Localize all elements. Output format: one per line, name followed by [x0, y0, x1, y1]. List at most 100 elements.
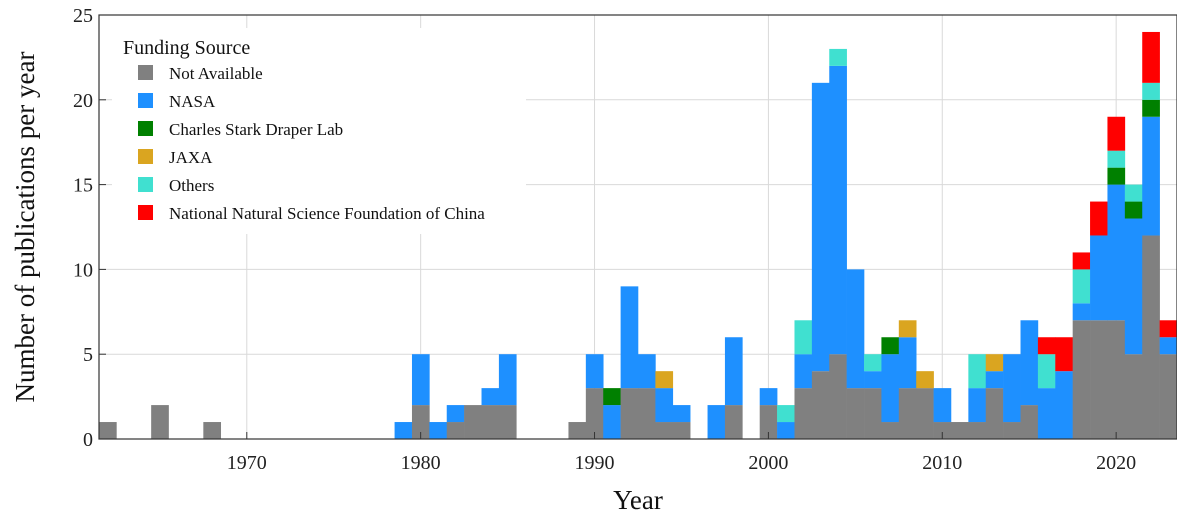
- bar-segment: [916, 371, 934, 389]
- bar-segment: [1090, 201, 1108, 236]
- bar-segment: [829, 65, 847, 355]
- bar-segment: [898, 388, 917, 439]
- y-tick-label: 20: [73, 90, 93, 112]
- bar-segment: [1107, 184, 1126, 321]
- bar-segment: [1124, 218, 1143, 355]
- bar-segment: [898, 337, 917, 389]
- bar-segment: [1090, 320, 1108, 439]
- bar-segment: [1003, 422, 1021, 439]
- bar-segment: [585, 354, 604, 389]
- bar-segment: [1037, 388, 1056, 439]
- bar-segment: [846, 388, 865, 439]
- bar-segment: [1072, 252, 1091, 270]
- legend-swatch: [138, 177, 153, 192]
- bar-segment: [985, 371, 1004, 389]
- bar-segment: [933, 422, 952, 439]
- bar-segment: [1107, 150, 1126, 168]
- bar-segment: [1124, 201, 1143, 219]
- bar-segment: [777, 422, 795, 439]
- bar-segment: [1107, 116, 1126, 151]
- bar-segment: [1159, 320, 1177, 338]
- bar-segment: [655, 371, 674, 389]
- bar-segment: [429, 422, 448, 439]
- bar-segment: [672, 422, 691, 439]
- x-tick-label: 1990: [575, 452, 615, 474]
- y-axis-title: Number of publications per year: [10, 52, 40, 403]
- bar-segment: [1020, 320, 1039, 406]
- bar-segment: [933, 388, 952, 423]
- x-tick-label: 1970: [227, 452, 267, 474]
- bar-segment: [846, 269, 865, 389]
- bar-segment: [794, 320, 813, 355]
- bar-segment: [446, 422, 465, 439]
- bar-segment: [724, 405, 743, 439]
- bar-segment: [603, 388, 621, 406]
- legend-swatch: [138, 149, 153, 164]
- bar-segment: [759, 388, 778, 406]
- bar-segment: [881, 354, 900, 423]
- legend-label: Not Available: [169, 64, 263, 83]
- y-tick-label: 10: [73, 259, 93, 281]
- bar-segment: [1142, 31, 1160, 83]
- bar-segment: [568, 422, 587, 439]
- legend-swatch: [138, 93, 153, 108]
- bar-segment: [898, 320, 917, 338]
- bar-segment: [881, 337, 900, 355]
- bar-segment: [916, 388, 934, 439]
- bar-segment: [829, 48, 847, 66]
- bar-segment: [498, 405, 517, 439]
- y-tick-label: 25: [73, 5, 93, 27]
- x-tick-label: 2010: [922, 452, 962, 474]
- bar-segment: [985, 354, 1004, 372]
- bar-segment: [1003, 354, 1021, 423]
- bar-segment: [1020, 405, 1039, 439]
- x-tick-label: 2000: [748, 452, 788, 474]
- bar-segment: [864, 388, 882, 439]
- bar-segment: [794, 388, 813, 439]
- legend-title: Funding Source: [123, 37, 250, 59]
- bar-segment: [1142, 116, 1160, 236]
- x-tick-label: 1980: [401, 452, 441, 474]
- bar-segment: [1037, 337, 1056, 355]
- bar-segment: [655, 388, 674, 423]
- bar-segment: [1090, 235, 1108, 321]
- legend-swatch: [138, 121, 153, 136]
- bar-segment: [968, 354, 987, 389]
- bar-segment: [1072, 303, 1091, 321]
- bar-segment: [950, 422, 969, 439]
- bar-segment: [620, 286, 639, 389]
- legend-label: Others: [169, 176, 214, 195]
- bar-segment: [638, 354, 656, 389]
- legend-swatch: [138, 65, 153, 80]
- bar-segment: [481, 388, 500, 406]
- bar-segment: [655, 422, 674, 439]
- bar-segment: [1072, 320, 1091, 439]
- legend-label: Charles Stark Draper Lab: [169, 120, 343, 139]
- bar-segment: [99, 422, 117, 439]
- bar-segment: [777, 405, 795, 423]
- bar-segment: [985, 388, 1004, 439]
- bar-segment: [968, 388, 987, 423]
- legend-label: National Natural Science Foundation of C…: [169, 204, 485, 223]
- bar-segment: [151, 405, 169, 439]
- bar-segment: [464, 405, 482, 439]
- legend-label: JAXA: [169, 148, 213, 167]
- bar-segment: [672, 405, 691, 423]
- bar-segment: [638, 388, 656, 439]
- bar-segment: [724, 337, 743, 406]
- bar-segment: [620, 388, 639, 439]
- legend-label: NASA: [169, 92, 216, 111]
- legend-background: [112, 28, 526, 234]
- y-tick-label: 0: [83, 429, 93, 451]
- bar-segment: [603, 405, 621, 439]
- bar-segment: [1142, 99, 1160, 117]
- bar-segment: [811, 371, 830, 439]
- bar-segment: [811, 82, 830, 372]
- bar-segment: [1072, 269, 1091, 304]
- bar-segment: [203, 422, 222, 439]
- x-tick-label: 2020: [1096, 452, 1136, 474]
- bar-segment: [446, 405, 465, 423]
- bar-segment: [411, 354, 430, 406]
- bar-segment: [794, 354, 813, 389]
